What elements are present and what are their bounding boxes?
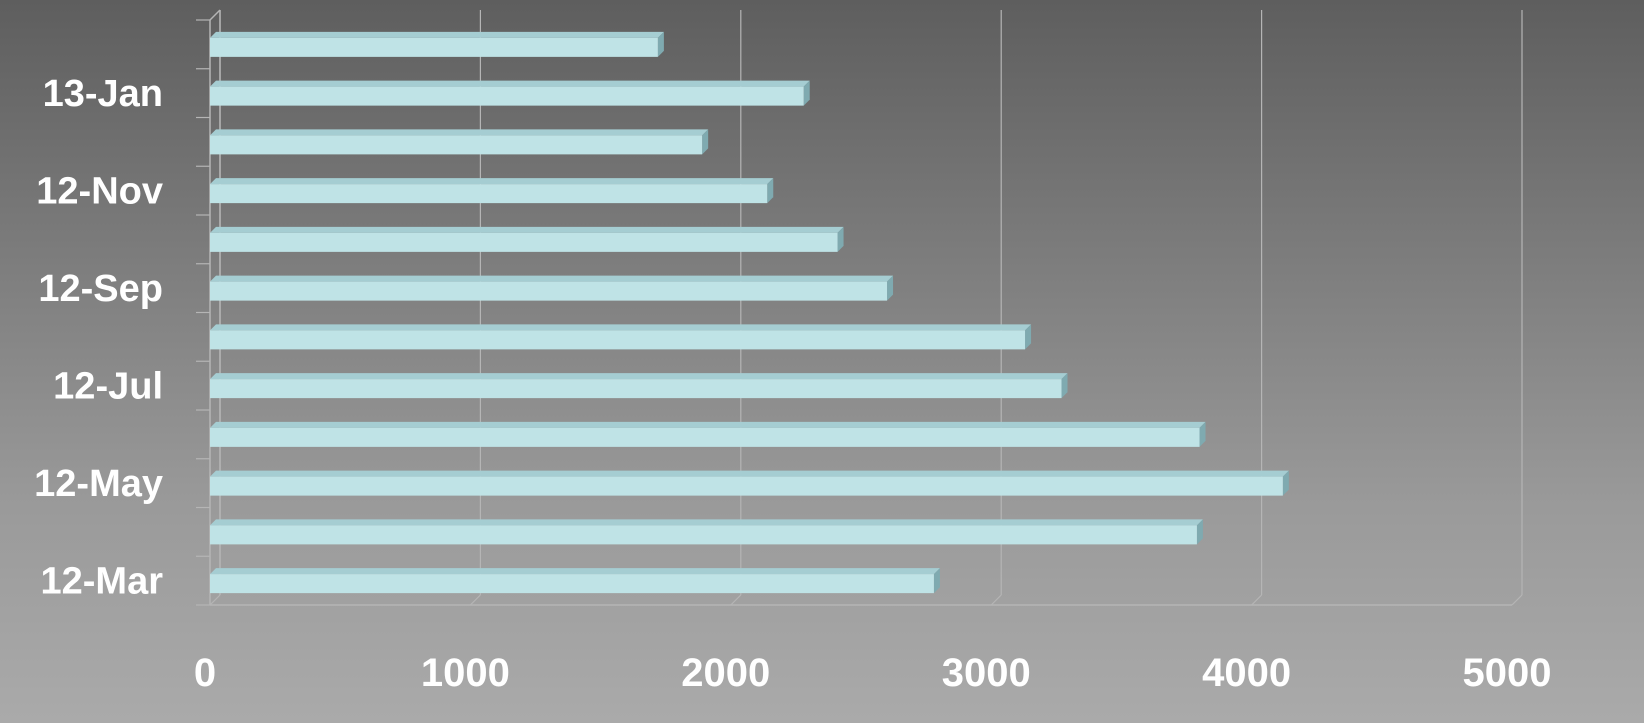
x-tick-label: 4000 — [1202, 651, 1291, 695]
bar-12-Aug — [210, 324, 1032, 350]
bar-top-face — [210, 421, 1206, 428]
y-tick-label: 13-Jan — [43, 73, 163, 115]
bar-side-face — [803, 80, 810, 106]
bar-top-face — [210, 470, 1289, 477]
floor-gridline-1000 — [469, 594, 481, 606]
bar-12-Jun — [210, 421, 1206, 447]
floor-gridline-2000 — [730, 594, 742, 606]
bar-side-face — [837, 226, 844, 252]
bar-12-Sep — [210, 275, 894, 301]
y-tick-label: 12-Jul — [53, 366, 163, 408]
bar-front-face — [210, 330, 1026, 350]
y-tick-label: 12-May — [34, 463, 163, 505]
bar-top-face — [210, 275, 894, 282]
bar-12-Apr — [210, 519, 1203, 545]
x-tick-label: 5000 — [1463, 651, 1552, 695]
bar-top-face — [210, 324, 1032, 331]
bar-top-face — [210, 226, 844, 233]
bar-top-face — [210, 129, 709, 136]
grid-lines — [209, 10, 1523, 606]
bar-side-face — [1025, 324, 1032, 350]
bar-front-face — [210, 427, 1200, 447]
bar-12-Jul — [210, 373, 1068, 399]
bar-side-face — [1199, 421, 1206, 447]
bar-12-Mar — [210, 568, 940, 594]
floor-gridline-5000 — [1511, 594, 1523, 606]
bars — [210, 31, 1289, 594]
axes — [196, 9, 1512, 606]
floor-gridline-0 — [209, 594, 221, 606]
x-tick-label: 0 — [194, 651, 216, 695]
x-tick-labels: 0 1000 2000 3000 4000 5000 — [194, 651, 1552, 695]
bar-12-May — [210, 470, 1289, 496]
bar-top-face — [210, 178, 774, 185]
y-tick-label: 12-Nov — [36, 171, 163, 213]
bar-front-face — [210, 379, 1062, 399]
bar-top-face — [210, 31, 664, 38]
x-tick-label: 3000 — [942, 651, 1031, 695]
bar-side-face — [657, 31, 664, 57]
bar-top-face — [210, 80, 810, 87]
bar-side-face — [767, 178, 774, 204]
x-tick-label: 1000 — [421, 651, 510, 695]
floor-gridline-3000 — [990, 594, 1002, 606]
bar-front-face — [210, 525, 1197, 545]
bar-top-face — [210, 519, 1203, 526]
bar-front-face — [210, 37, 658, 57]
y-tick-label: 12-Sep — [38, 268, 163, 310]
bar-13-Jan — [210, 80, 810, 106]
bar-top-face — [210, 568, 940, 575]
bar-front-face — [210, 86, 804, 106]
x-tick-label: 2000 — [681, 651, 770, 695]
bar-front-face — [210, 476, 1283, 496]
bar-front-face — [210, 232, 838, 252]
bar-front-face — [210, 184, 768, 204]
bar-front-face — [210, 574, 934, 594]
y-tick-labels: 12-Mar 12-May 12-Jul 12-Sep 12-Nov 13-Jan — [34, 73, 163, 603]
bar-side-face — [702, 129, 709, 155]
bar-13-Feb — [210, 31, 664, 57]
bar-side-face — [933, 568, 940, 594]
bar-12-Dec — [210, 129, 709, 155]
axis-corner — [209, 9, 221, 21]
floor-gridline-4000 — [1251, 594, 1263, 606]
y-tick-label: 12-Mar — [41, 561, 164, 603]
bar-side-face — [1282, 470, 1289, 496]
bar-front-face — [210, 281, 888, 301]
bar-12-Nov — [210, 178, 774, 204]
bar-top-face — [210, 373, 1068, 380]
bar-side-face — [1196, 519, 1203, 545]
bar-side-face — [1061, 373, 1068, 399]
bar-12-Oct — [210, 226, 844, 252]
bar-front-face — [210, 135, 703, 155]
bar-side-face — [887, 275, 894, 301]
